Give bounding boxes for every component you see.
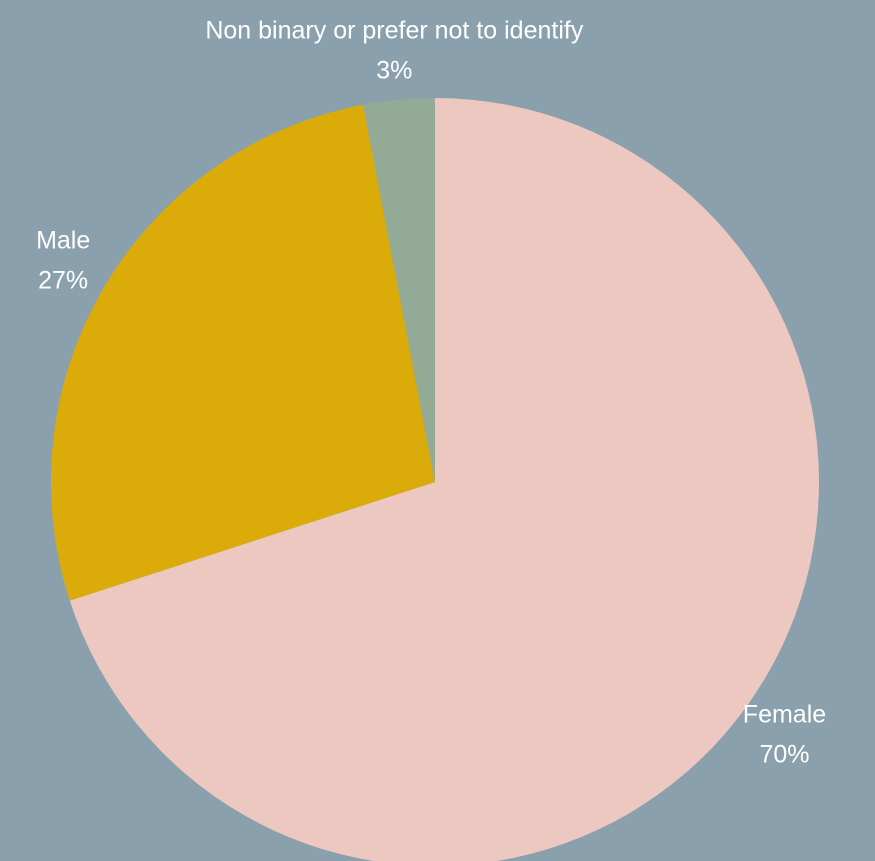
slice-label: Male [36,227,90,255]
pie-slice [69,98,819,861]
pie-slice [363,98,435,482]
slice-value: 70% [759,741,809,769]
slice-value: 27% [38,267,88,295]
slice-label: Non binary or prefer not to identify [205,17,583,45]
slice-value: 3% [376,57,412,85]
pie-slice [50,104,436,601]
slice-label: Female [743,701,826,729]
